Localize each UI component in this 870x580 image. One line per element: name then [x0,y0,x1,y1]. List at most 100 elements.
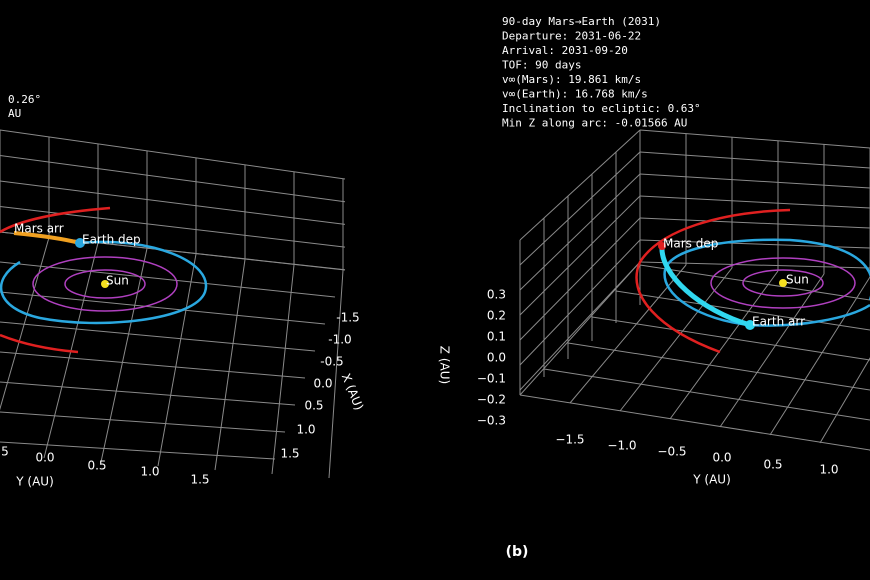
z-tick-label: −0.3 [477,414,506,428]
grid-line [0,155,346,203]
sun-marker [779,279,787,287]
grid-line [0,351,306,379]
grid-line [519,261,641,391]
info-line: AU [8,107,21,120]
info-line: TOF: 90 days [502,59,581,72]
grid-line [214,259,246,471]
orbit [710,257,856,309]
mars-orbit [0,206,111,354]
x-tick-label: 1.0 [296,423,315,437]
grid-line [591,316,870,361]
grid-line [639,261,870,269]
body-label: Sun [106,274,129,288]
y-tick-label: 0.0 [712,451,731,465]
info-line: v∞(Mars): 19.861 km/s [502,73,641,86]
y-tick-label: 0.5 [763,458,782,472]
caption: (b) [506,544,529,560]
z-tick-label: −0.2 [477,393,506,407]
info-line: Departure: 2031-06-22 [502,30,641,43]
grid-line [0,441,276,460]
earth-orbit [663,238,870,327]
grid-line [0,321,316,352]
mars-orbit [635,208,791,354]
grid-line [0,381,296,406]
grid-line [271,264,295,475]
info-line: 90-day Mars→Earth (2031) [502,15,661,28]
info-line: Min Z along arc: -0.01566 AU [502,117,687,130]
orbit [64,269,146,299]
grid-line [519,261,641,396]
x-axis-label: X (AU) [339,371,366,412]
y-tick-label: 5 [1,445,9,459]
grid-line [0,291,326,325]
y-tick-label: 1.0 [140,465,159,479]
x-tick-label: -1.0 [328,333,351,347]
info-line: Arrival: 2031-09-20 [502,44,628,57]
info-line: 0.26° [8,93,41,106]
grid-line [0,261,336,298]
grid-line [639,129,870,149]
info-line: v∞(Earth): 16.768 km/s [502,88,648,101]
grid-line [569,264,687,404]
sun-marker [101,280,109,288]
y-tick-label: −0.5 [657,445,686,459]
y-tick-label: 0.0 [35,451,54,465]
y-axis-label: Y (AU) [15,475,54,489]
grid-line [100,248,148,463]
body-label: Earth dep [82,233,141,247]
x-tick-label: 1.5 [280,447,299,461]
earth-orbit [0,240,208,325]
grid-line [519,394,870,451]
z-axis-label: Z (AU) [438,346,452,384]
z-tick-label: 0.0 [487,351,506,365]
body-label: Mars dep [663,237,718,251]
z-tick-label: 0.1 [487,330,506,344]
body-label: Mars arr [14,222,64,236]
x-tick-label: -1.5 [336,311,359,325]
grid-line [719,273,825,428]
grid-line [639,264,870,301]
y-tick-label: −1.5 [555,433,584,447]
grid-line [519,217,641,341]
grid-line [769,276,870,436]
z-tick-label: 0.2 [487,309,506,323]
orbits-right [635,208,870,354]
transfer-arc [659,245,751,328]
y-tick-label: 0.5 [87,459,106,473]
orbit [742,269,824,297]
grid-line [519,129,641,241]
body-label: Sun [786,273,809,287]
grid-line [639,173,870,189]
body-label: Earth arr [752,315,805,329]
z-tick-label: −0.1 [477,372,506,386]
grid-line [639,151,870,169]
earth-marker [75,238,85,248]
grid-line [639,195,870,209]
grid-line [0,180,346,225]
z-tick-label: 0.3 [487,288,506,302]
grid-line [639,217,870,229]
orbit [32,256,178,312]
grid-line [0,129,346,180]
grid-line [819,357,870,444]
grid-line [0,411,286,433]
grid-line [669,270,779,420]
grid-line [567,342,870,391]
earth-marker [745,320,755,330]
mars-marker [658,242,666,250]
x-tick-label: 0.5 [304,399,323,413]
axes-grid [0,129,870,479]
x-tick-label: 0.0 [313,377,332,391]
y-tick-label: 1.0 [819,463,838,477]
grid-line [519,239,641,366]
grid-line [157,253,197,467]
orbits-left [0,206,208,354]
grid-line [619,267,733,412]
grid-line [519,173,641,291]
transfer-arc [13,231,81,245]
grid-line [615,290,870,331]
info-line: Inclination to ecliptic: 0.63° [502,102,701,115]
grid-line [328,270,344,479]
y-axis-label: Y (AU) [692,473,731,487]
